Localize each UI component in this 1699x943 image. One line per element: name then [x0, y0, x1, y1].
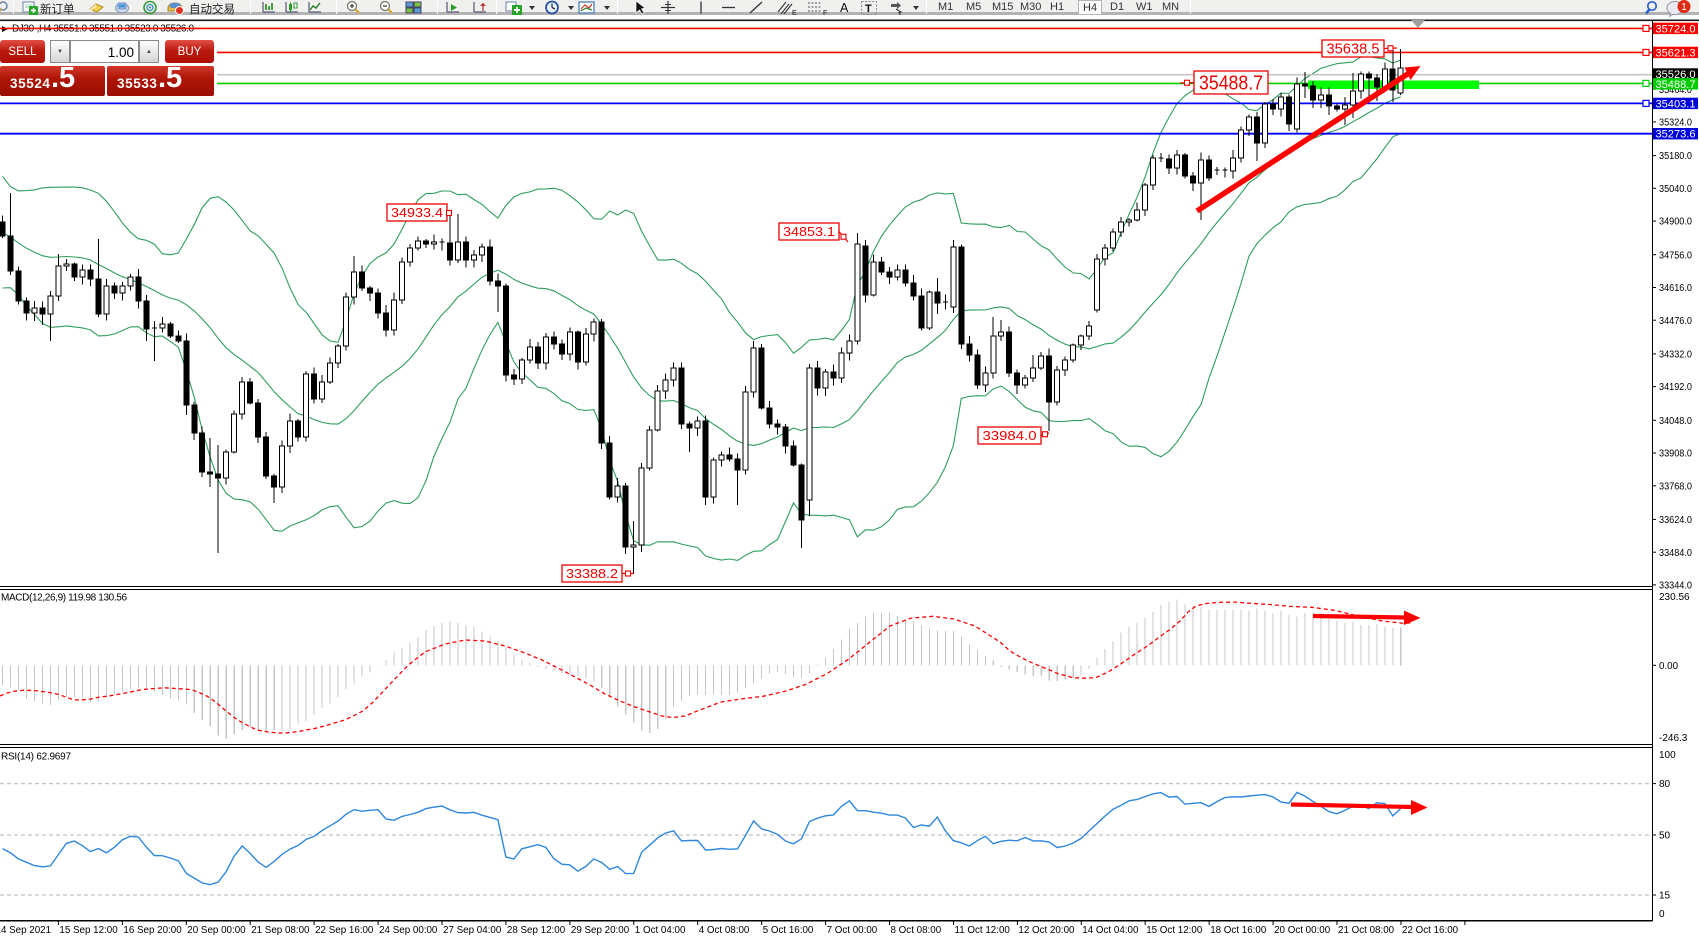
svg-text:14 Oct 04:00: 14 Oct 04:00	[1082, 925, 1139, 936]
svg-text:35273.6: 35273.6	[1656, 129, 1696, 141]
svg-text:12 Oct 20:00: 12 Oct 20:00	[1018, 925, 1075, 936]
svg-text:35526.0: 35526.0	[1656, 69, 1696, 81]
svg-text:15: 15	[1659, 891, 1671, 902]
svg-text:0: 0	[1659, 909, 1665, 920]
svg-text:-246.3: -246.3	[1659, 733, 1688, 744]
svg-text:22 Oct 16:00: 22 Oct 16:00	[1402, 925, 1459, 936]
svg-text:27 Sep 04:00: 27 Sep 04:00	[443, 925, 502, 936]
svg-text:F: F	[823, 10, 827, 16]
svg-text:34048.0: 34048.0	[1659, 416, 1692, 427]
svg-text:1 Oct 04:00: 1 Oct 04:00	[635, 925, 686, 936]
svg-text:15 Oct 12:00: 15 Oct 12:00	[1146, 925, 1203, 936]
svg-text:35724.0: 35724.0	[1656, 23, 1696, 35]
svg-text:35488.7: 35488.7	[1656, 79, 1696, 91]
svg-text:35403.1: 35403.1	[1656, 98, 1696, 110]
svg-text:34933.4: 34933.4	[391, 206, 443, 220]
svg-text:100: 100	[1659, 750, 1676, 761]
svg-text:22 Sep 16:00: 22 Sep 16:00	[315, 925, 374, 936]
svg-text:18 Oct 16:00: 18 Oct 16:00	[1210, 925, 1267, 936]
svg-text:33484.0: 33484.0	[1659, 548, 1692, 559]
svg-text:34476.0: 34476.0	[1659, 316, 1692, 327]
svg-text:33388.2: 33388.2	[566, 567, 618, 581]
svg-text:7 Oct 00:00: 7 Oct 00:00	[827, 925, 878, 936]
svg-text:50: 50	[1659, 831, 1671, 842]
svg-text:8 Oct 08:00: 8 Oct 08:00	[891, 925, 942, 936]
svg-text:35180.0: 35180.0	[1659, 151, 1692, 162]
svg-text:34756.0: 34756.0	[1659, 250, 1692, 261]
svg-text:34192.0: 34192.0	[1659, 382, 1692, 393]
svg-text:33768.0: 33768.0	[1659, 481, 1692, 492]
svg-text:35621.3: 35621.3	[1656, 47, 1696, 59]
svg-text:RSI(14) 62.9697: RSI(14) 62.9697	[1, 752, 71, 763]
svg-text:20 Sep 00:00: 20 Sep 00:00	[187, 925, 246, 936]
svg-text:15 Sep 12:00: 15 Sep 12:00	[59, 925, 118, 936]
svg-text:20 Oct 00:00: 20 Oct 00:00	[1274, 925, 1331, 936]
svg-text:28 Sep 12:00: 28 Sep 12:00	[507, 925, 566, 936]
svg-text:4 Oct 08:00: 4 Oct 08:00	[699, 925, 750, 936]
svg-text:1: 1	[1681, 2, 1687, 13]
svg-text:34332.0: 34332.0	[1659, 350, 1692, 361]
svg-text:35488.7: 35488.7	[1199, 73, 1263, 95]
svg-text:34853.1: 34853.1	[783, 225, 835, 239]
svg-text:24 Sep 00:00: 24 Sep 00:00	[379, 925, 438, 936]
svg-text:16 Sep 20:00: 16 Sep 20:00	[123, 925, 182, 936]
svg-text:33344.0: 33344.0	[1659, 581, 1692, 592]
svg-text:33908.0: 33908.0	[1659, 449, 1692, 460]
svg-text:34616.0: 34616.0	[1659, 283, 1692, 294]
svg-text:14 Sep 2021: 14 Sep 2021	[0, 925, 51, 936]
svg-text:33624.0: 33624.0	[1659, 515, 1692, 526]
svg-text:MACD(12,26,9) 119.98 130.56: MACD(12,26,9) 119.98 130.56	[1, 593, 127, 604]
svg-text:E: E	[792, 10, 797, 16]
svg-text:80: 80	[1659, 779, 1671, 790]
svg-text:21 Oct 08:00: 21 Oct 08:00	[1338, 925, 1395, 936]
svg-text:5 Oct 16:00: 5 Oct 16:00	[763, 925, 814, 936]
svg-text:34900.0: 34900.0	[1659, 217, 1692, 228]
svg-text:35464.0: 35464.0	[1659, 85, 1692, 96]
svg-text:11 Oct 12:00: 11 Oct 12:00	[955, 925, 1011, 936]
svg-text:29 Sep 20:00: 29 Sep 20:00	[571, 925, 630, 936]
svg-text:230.56: 230.56	[1659, 592, 1690, 603]
svg-text:T: T	[865, 3, 872, 15]
svg-text:33984.0: 33984.0	[983, 429, 1037, 443]
svg-text:35040.0: 35040.0	[1659, 184, 1692, 195]
svg-text:0.00: 0.00	[1659, 661, 1678, 672]
svg-text:35638.5: 35638.5	[1327, 42, 1380, 58]
svg-text:35324.0: 35324.0	[1659, 118, 1692, 129]
svg-text:21 Sep 08:00: 21 Sep 08:00	[251, 925, 310, 936]
